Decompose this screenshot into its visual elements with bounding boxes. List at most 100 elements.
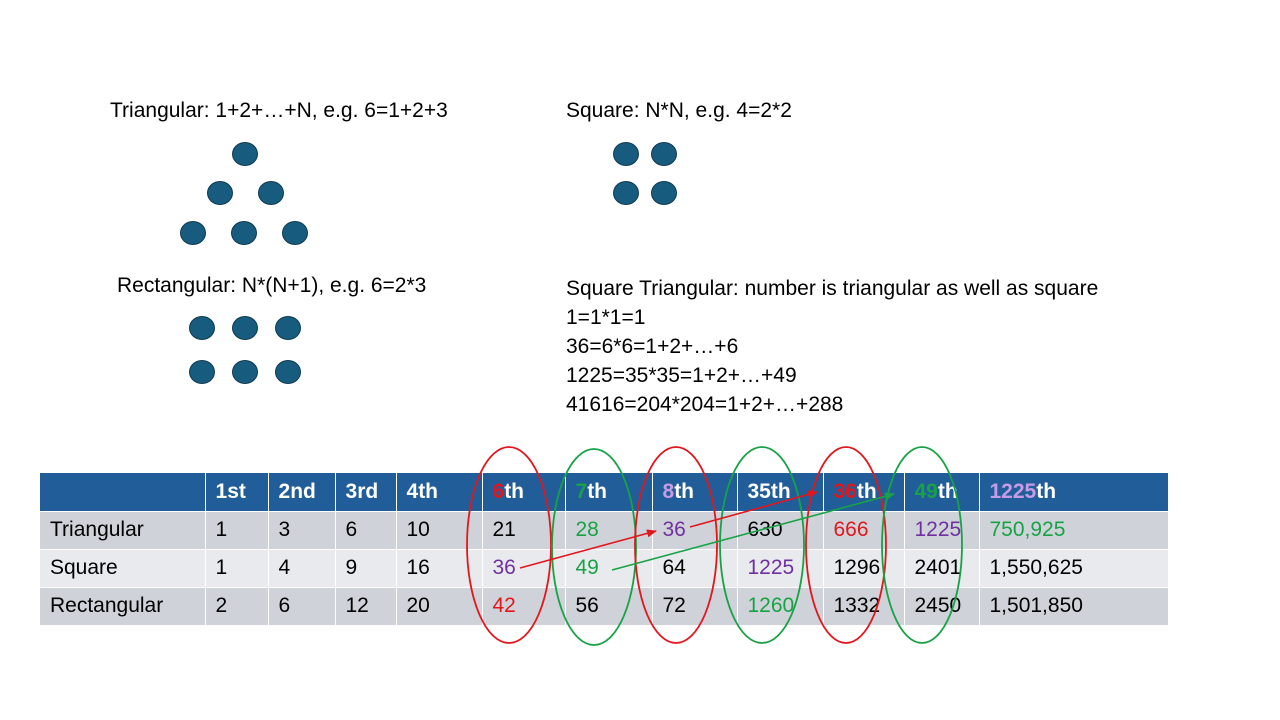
value-cell: 16	[396, 549, 483, 588]
figurate-numbers-table: 1st 2nd 3rd 4th 6th 7th 8th 35th 36th 49th 1225th T…	[40, 473, 1169, 626]
value-cell: 2	[205, 587, 269, 626]
triangular-dot	[231, 221, 257, 245]
table-row: Rectangular 2 6 12 20 42 56 72 1260 1332 2450 1,501…	[40, 587, 1169, 626]
header-cell: 4th	[396, 473, 483, 512]
value-cell: 36	[482, 549, 566, 588]
square-triangular-line: 1=1*1=1	[566, 306, 646, 329]
value-cell: 28	[565, 511, 653, 550]
header-ordinal-suffix: rd	[357, 479, 379, 503]
header-ordinal-suffix: th	[587, 479, 608, 503]
header-ordinal-number: 49	[914, 479, 938, 503]
value-cell: 56	[565, 587, 653, 626]
square-dot	[613, 142, 639, 166]
value-cell: 10	[396, 511, 483, 550]
value-cell: 36	[652, 511, 738, 550]
value-cell: 4	[268, 549, 336, 588]
square-dot	[651, 142, 677, 166]
header-corner-cell	[40, 473, 206, 512]
square-triangular-line: 36=6*6=1+2+…+6	[566, 335, 739, 358]
square-triangular-title: Square Triangular: number is triangular …	[566, 277, 1099, 300]
value-cell: 49	[565, 549, 653, 588]
rectangular-dot	[189, 360, 215, 384]
value-cell: 1,550,625	[979, 549, 1169, 588]
rectangular-dot	[189, 316, 215, 340]
header-ordinal-suffix: th	[770, 479, 791, 503]
header-ordinal-suffix: th	[504, 479, 525, 503]
header-ordinal-number: 2	[278, 479, 291, 503]
square-triangular-line: 41616=204*204=1+2+…+288	[566, 393, 844, 416]
header-ordinal-number: 6	[492, 479, 505, 503]
value-cell: 666	[823, 511, 905, 550]
row-label-cell: Rectangular	[40, 587, 206, 626]
triangular-dot	[282, 221, 308, 245]
value-cell: 21	[482, 511, 566, 550]
value-cell: 12	[335, 587, 397, 626]
square-dot	[651, 181, 677, 205]
value-cell: 1	[205, 511, 269, 550]
header-cell: 6th	[482, 473, 566, 512]
value-cell: 1	[205, 549, 269, 588]
value-cell: 3	[268, 511, 336, 550]
header-cell: 3rd	[335, 473, 397, 512]
header-cell: 8th	[652, 473, 738, 512]
value-cell: 1225	[904, 511, 980, 550]
value-cell: 1260	[737, 587, 824, 626]
header-ordinal-number: 35	[747, 479, 771, 503]
value-cell: 20	[396, 587, 483, 626]
row-label-cell: Square	[40, 549, 206, 588]
header-cell: 49th	[904, 473, 980, 512]
table-header-row: 1st 2nd 3rd 4th 6th 7th 8th 35th 36th 49th 1225th	[40, 473, 1169, 512]
header-ordinal-suffix: th	[937, 479, 958, 503]
table-row: Triangular 1 3 6 10 21 28 36 630 666 1225 750,925	[40, 511, 1169, 550]
triangular-caption: Triangular: 1+2+…+N, e.g. 6=1+2+3	[110, 99, 448, 122]
value-cell: 2450	[904, 587, 980, 626]
value-cell: 1332	[823, 587, 905, 626]
rectangular-caption: Rectangular: N*(N+1), e.g. 6=2*3	[117, 274, 427, 297]
header-ordinal-number: 7	[575, 479, 588, 503]
value-cell: 42	[482, 587, 566, 626]
rectangular-dot	[275, 360, 301, 384]
value-cell: 1225	[737, 549, 824, 588]
value-cell: 6	[268, 587, 336, 626]
value-cell: 9	[335, 549, 397, 588]
rectangular-dot	[275, 316, 301, 340]
triangular-dot	[232, 142, 258, 166]
header-ordinal-number: 3	[345, 479, 358, 503]
value-cell: 1,501,850	[979, 587, 1169, 626]
value-cell: 64	[652, 549, 738, 588]
triangular-dot	[180, 221, 206, 245]
rectangular-dot	[232, 316, 258, 340]
header-cell: 1st	[205, 473, 269, 512]
header-ordinal-suffix: th	[674, 479, 695, 503]
header-cell: 1225th	[979, 473, 1169, 512]
header-ordinal-number: 4	[406, 479, 419, 503]
value-cell: 630	[737, 511, 824, 550]
header-ordinal-number: 1225	[989, 479, 1037, 503]
square-triangular-block: Square Triangular: number is triangular …	[566, 274, 1098, 419]
rectangular-dot	[232, 360, 258, 384]
header-ordinal-suffix: th	[856, 479, 877, 503]
value-cell: 6	[335, 511, 397, 550]
header-ordinal-number: 8	[662, 479, 675, 503]
square-caption: Square: N*N, e.g. 4=2*2	[566, 99, 792, 122]
triangular-dot	[258, 181, 284, 205]
value-cell: 2401	[904, 549, 980, 588]
value-cell: 1296	[823, 549, 905, 588]
value-cell: 72	[652, 587, 738, 626]
row-label-cell: Triangular	[40, 511, 206, 550]
square-dot	[613, 181, 639, 205]
header-ordinal-number: 36	[833, 479, 857, 503]
header-ordinal-suffix: th	[1036, 479, 1057, 503]
header-ordinal-number: 1	[215, 479, 228, 503]
header-ordinal-suffix: st	[227, 479, 246, 503]
value-cell: 750,925	[979, 511, 1169, 550]
header-cell: 35th	[737, 473, 824, 512]
header-cell: 7th	[565, 473, 653, 512]
header-cell: 2nd	[268, 473, 336, 512]
table-row: Square 1 4 9 16 36 49 64 1225 1296 2401 1,550,625	[40, 549, 1169, 588]
header-ordinal-suffix: nd	[290, 479, 316, 503]
triangular-dot	[207, 181, 233, 205]
header-ordinal-suffix: th	[418, 479, 439, 503]
header-cell: 36th	[823, 473, 905, 512]
square-triangular-line: 1225=35*35=1+2+…+49	[566, 364, 797, 387]
